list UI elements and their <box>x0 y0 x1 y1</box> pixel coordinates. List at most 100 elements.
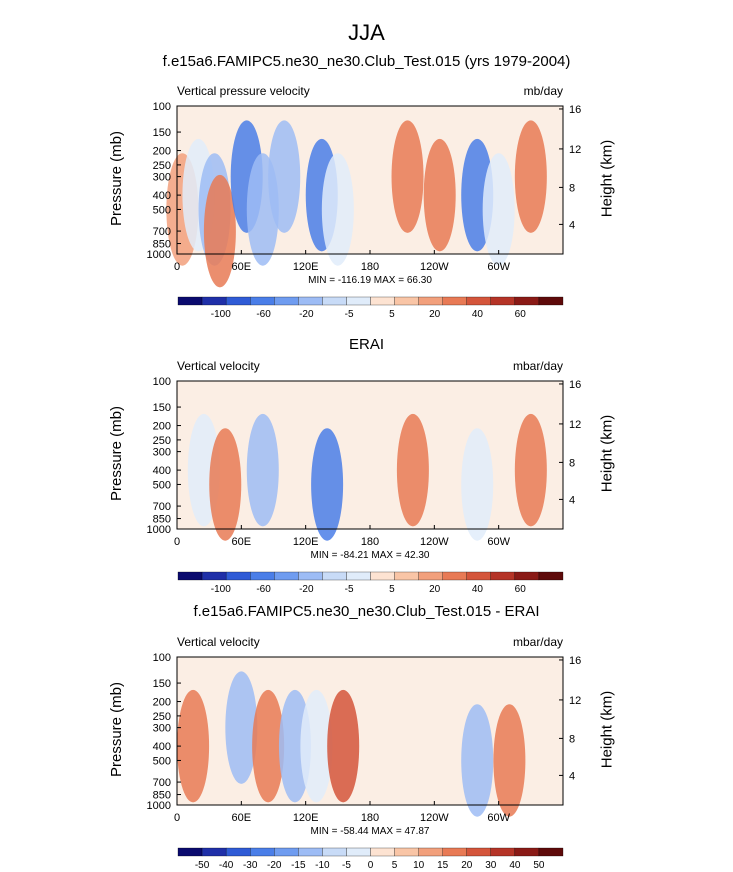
contour-region <box>461 704 494 817</box>
colorbar-swatch <box>514 847 540 857</box>
contour-region <box>391 120 424 233</box>
y-tick-label: 200 <box>153 697 171 709</box>
y-tick-label: 500 <box>153 755 171 767</box>
colorbar-label: -5 <box>345 584 354 595</box>
x-tick-label: 0 <box>174 536 180 548</box>
colorbar-label: -5 <box>345 309 354 320</box>
y-tick-label: 300 <box>153 172 171 184</box>
colorbar-label: 20 <box>429 309 441 320</box>
colorbar-label: -30 <box>243 860 258 871</box>
variable-label: Vertical velocity <box>177 635 260 649</box>
panel-title: ERAI <box>348 336 384 353</box>
y-tick-label: 100 <box>153 376 171 388</box>
x-tick-label: 120E <box>293 812 319 824</box>
colorbar-swatch <box>201 847 227 857</box>
y-tick-label: 150 <box>153 402 171 414</box>
contour-region <box>225 671 258 784</box>
x-tick-label: 180 <box>361 261 379 273</box>
y-tick-label: 1000 <box>147 524 171 536</box>
contour-region <box>461 428 494 541</box>
y-tick-label: 500 <box>153 204 171 216</box>
y-tick-label-right: 16 <box>569 655 581 667</box>
x-tick-label: 60W <box>487 536 510 548</box>
x-tick-label: 120W <box>420 261 449 273</box>
contour-region <box>252 689 285 803</box>
colorbar-label: -5 <box>342 860 351 871</box>
x-tick-label: 120W <box>420 812 449 824</box>
variable-label: Vertical pressure velocity <box>177 84 310 98</box>
colorbar-label: -20 <box>267 860 282 871</box>
x-tick-label: 120E <box>293 536 319 548</box>
y-tick-label-right: 4 <box>569 770 575 782</box>
colorbar-swatch <box>394 847 419 857</box>
x-tick-label: 60W <box>487 812 510 824</box>
colorbar-swatch <box>370 847 395 857</box>
y-tick-label: 850 <box>153 790 171 802</box>
x-tick-label: 60E <box>232 536 252 548</box>
y-tick-label: 200 <box>153 146 171 158</box>
y-tick-label: 150 <box>153 127 171 139</box>
x-tick-label: 60E <box>232 812 252 824</box>
contour-region <box>246 413 279 527</box>
colorbar-swatch <box>346 847 371 857</box>
y-tick-label: 1000 <box>147 800 171 812</box>
y-tick-label-right: 4 <box>569 494 575 506</box>
colorbar-swatch <box>538 571 564 581</box>
x-tick-label: 180 <box>361 812 379 824</box>
colorbar-label: -40 <box>219 860 234 871</box>
colorbar-label: 40 <box>472 309 484 320</box>
y-tick-label-right: 4 <box>569 219 575 231</box>
contour-region <box>482 153 515 266</box>
colorbar-swatch <box>322 847 347 857</box>
colorbar-label: -100 <box>211 309 231 320</box>
colorbar-label: -10 <box>315 860 330 871</box>
y-tick-label: 500 <box>153 479 171 491</box>
colorbar-label: 60 <box>515 584 527 595</box>
colorbar-label: 20 <box>461 860 473 871</box>
contour-region <box>423 138 456 252</box>
y-tick-label: 850 <box>153 514 171 526</box>
y-tick-label: 400 <box>153 465 171 477</box>
x-tick-label: 120E <box>293 261 319 273</box>
panel-title: f.e15a6.FAMIPC5.ne30_ne30.Club_Test.015 … <box>162 53 571 70</box>
contour-region <box>327 689 360 803</box>
y-tick-label: 700 <box>153 226 171 238</box>
y-tick-label: 700 <box>153 777 171 789</box>
colorbar-label: -100 <box>211 584 231 595</box>
colorbar-label: 30 <box>485 860 497 871</box>
contour-region <box>493 704 526 817</box>
contour-region <box>311 428 344 541</box>
units-label: mbar/day <box>512 635 563 649</box>
colorbar-label: 0 <box>368 860 374 871</box>
colorbar-label: 10 <box>413 860 425 871</box>
x-tick-label: 60W <box>487 261 510 273</box>
colorbar-label: 5 <box>389 584 395 595</box>
y-tick-label: 700 <box>153 501 171 513</box>
y-tick-label: 250 <box>153 711 171 723</box>
colorbar-label: -20 <box>299 584 314 595</box>
variable-label: Vertical velocity <box>177 359 260 373</box>
units-label: mbar/day <box>512 359 563 373</box>
x-tick-label: 0 <box>174 812 180 824</box>
contour-region <box>396 413 429 527</box>
y-tick-label: 400 <box>153 741 171 753</box>
colorbar-label: -60 <box>256 309 271 320</box>
y-tick-label-right: 8 <box>569 182 575 194</box>
colorbar-label: 40 <box>472 584 484 595</box>
plot-background <box>177 381 563 529</box>
colorbar-label: 5 <box>389 309 395 320</box>
figure-title: JJA <box>348 20 385 45</box>
colorbar-label: 20 <box>429 584 441 595</box>
colorbar-label: 50 <box>533 860 545 871</box>
colorbar-swatch <box>538 296 564 306</box>
colorbar-swatch <box>225 847 251 857</box>
contour-region <box>177 689 210 803</box>
y-tick-label-right: 8 <box>569 733 575 745</box>
y-tick-label: 850 <box>153 239 171 251</box>
y-tick-label-right: 12 <box>569 419 581 431</box>
contour-region <box>203 174 236 288</box>
colorbar-swatch <box>538 847 564 857</box>
